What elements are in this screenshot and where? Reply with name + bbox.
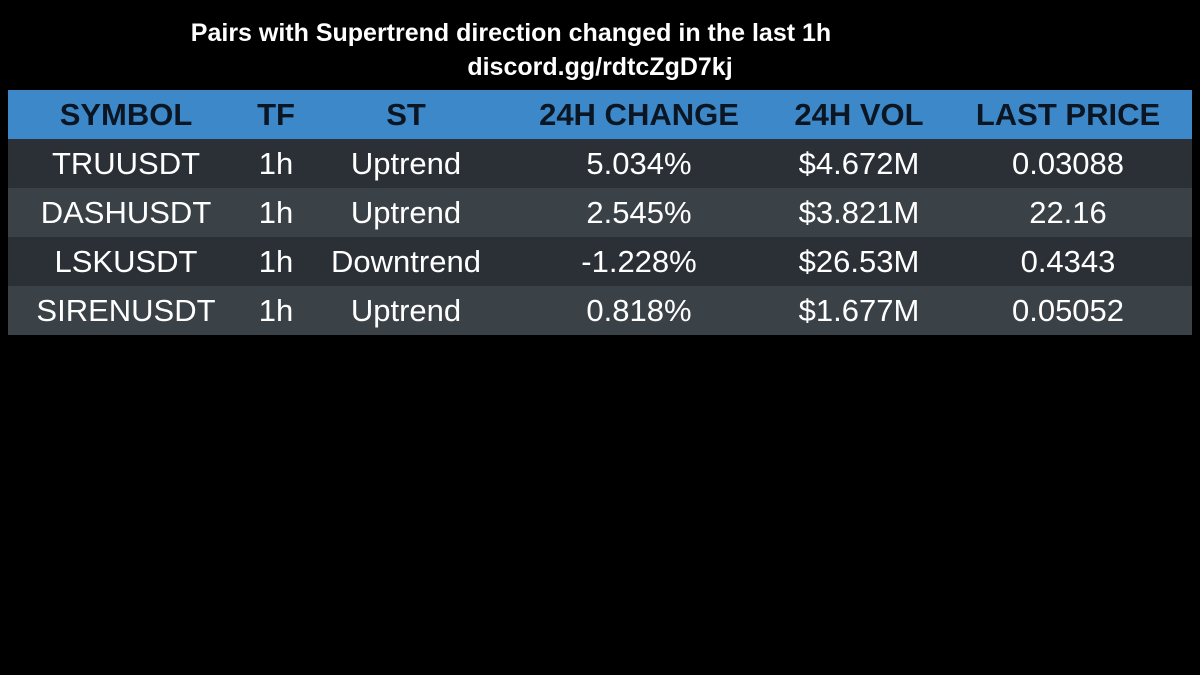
table-cell: DASHUSDT: [8, 188, 244, 237]
column-header: TF: [244, 90, 308, 139]
table-cell: 5.034%: [504, 139, 774, 188]
column-header: SYMBOL: [8, 90, 244, 139]
pairs-table: SYMBOL TF ST 24H CHANGE 24H VOL LAST PRICE TR…: [8, 90, 1192, 335]
table-cell: Uptrend: [308, 286, 504, 335]
table-cell: SIRENUSDT: [8, 286, 244, 335]
table-cell: -1.228%: [504, 237, 774, 286]
table-cell: TRUUSDT: [8, 139, 244, 188]
title: Pairs with Supertrend direction changed …: [190, 19, 832, 47]
column-header: LAST PRICE: [944, 90, 1192, 139]
table-row: SIRENUSDT 1h Uptrend 0.818% $1.677M 0.05052: [8, 286, 1192, 335]
table-cell: 1h: [244, 286, 308, 335]
table-cell: $26.53M: [774, 237, 944, 286]
table-cell: 0.03088: [944, 139, 1192, 188]
table-cell: 1h: [244, 237, 308, 286]
table-body: TRUUSDT 1h Uptrend 5.034% $4.672M 0.03088 DASH…: [8, 139, 1192, 335]
table-cell: LSKUSDT: [8, 237, 244, 286]
table-cell: Downtrend: [308, 237, 504, 286]
table-cell: $3.821M: [774, 188, 944, 237]
table-cell: 1h: [244, 188, 308, 237]
table-row: LSKUSDT 1h Downtrend -1.228% $26.53M 0.4343: [8, 237, 1192, 286]
table-cell: Uptrend: [308, 139, 504, 188]
table-row: DASHUSDT 1h Uptrend 2.545% $3.821M 22.16: [8, 188, 1192, 237]
table-cell: 0.818%: [504, 286, 774, 335]
table-cell: 2.545%: [504, 188, 774, 237]
table-cell: 0.05052: [944, 286, 1192, 335]
subtitle: discord.gg/rdtcZgD7kj: [467, 53, 733, 81]
header-row: SYMBOL TF ST 24H CHANGE 24H VOL LAST PRICE: [8, 90, 1192, 139]
table-cell: $1.677M: [774, 286, 944, 335]
table-cell: 22.16: [944, 188, 1192, 237]
table-cell: 0.4343: [944, 237, 1192, 286]
table-cell: 1h: [244, 139, 308, 188]
table-cell: $4.672M: [774, 139, 944, 188]
column-header: ST: [308, 90, 504, 139]
table-cell: Uptrend: [308, 188, 504, 237]
table-row: TRUUSDT 1h Uptrend 5.034% $4.672M 0.03088: [8, 139, 1192, 188]
column-header: 24H CHANGE: [504, 90, 774, 139]
column-header: 24H VOL: [774, 90, 944, 139]
